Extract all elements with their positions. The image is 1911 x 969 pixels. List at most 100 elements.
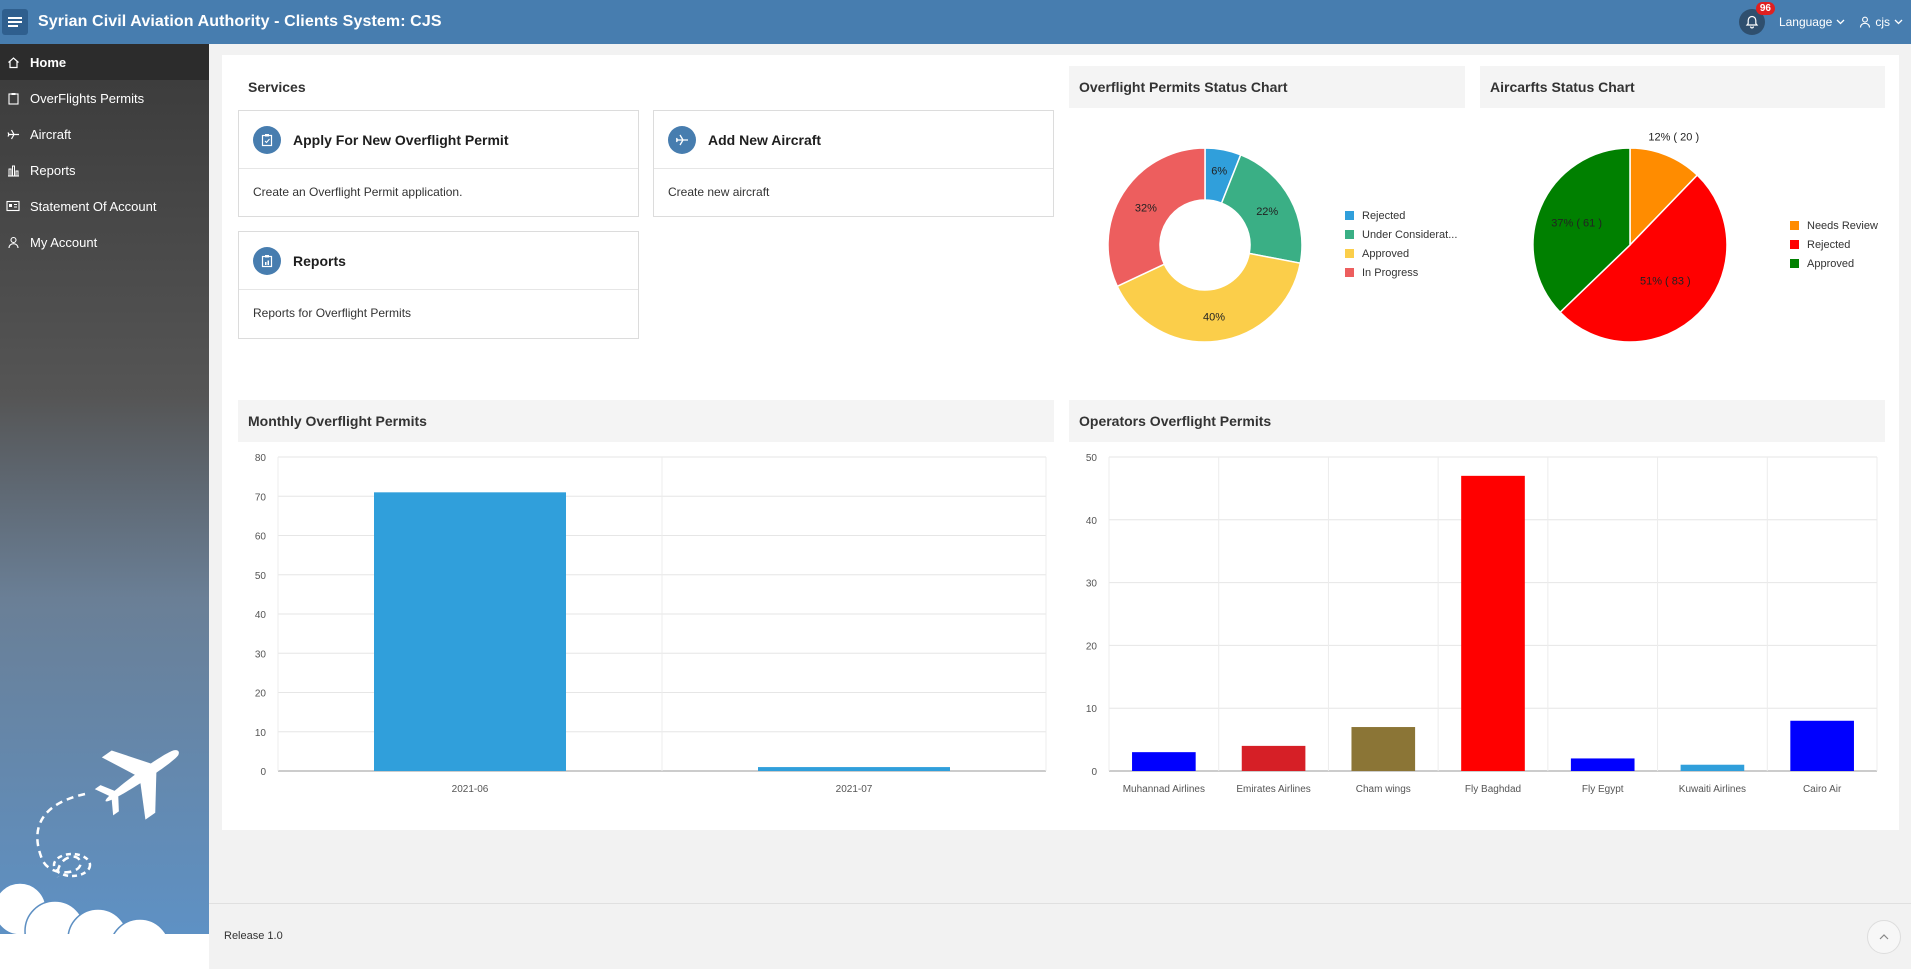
- legend-item[interactable]: Needs Review: [1790, 216, 1878, 235]
- slice-label: 37% ( 61 ): [1551, 217, 1602, 229]
- y-tick-label: 70: [255, 492, 267, 503]
- card-description: Create new aircraft: [668, 185, 770, 199]
- statement-icon: [6, 199, 20, 213]
- legend-item[interactable]: Approved: [1345, 244, 1457, 263]
- pie-slice[interactable]: [1107, 147, 1206, 288]
- y-tick-label: 20: [1086, 641, 1098, 652]
- legend-swatch: [1345, 211, 1354, 220]
- legend-label: Rejected: [1362, 209, 1406, 222]
- legend-item[interactable]: In Progress: [1345, 263, 1457, 282]
- y-tick-label: 50: [1086, 453, 1098, 464]
- sidebar-item-label: Home: [30, 54, 67, 70]
- card-title: Add New Aircraft: [708, 131, 822, 148]
- sidebar-item-my-account[interactable]: My Account: [0, 224, 209, 260]
- card-description: Create an Overflight Permit application.: [253, 185, 463, 199]
- clipboard-icon: [253, 125, 281, 154]
- card-title: Apply For New Overflight Permit: [293, 131, 509, 148]
- sidebar-item-home[interactable]: Home: [0, 44, 209, 80]
- sidebar: Home OverFlights Permits Aircraft Report…: [0, 44, 209, 969]
- legend-swatch: [1345, 249, 1354, 258]
- report-icon: [253, 246, 281, 275]
- legend-item[interactable]: Approved: [1790, 254, 1878, 273]
- bar[interactable]: [758, 767, 950, 771]
- plane-icon: [6, 127, 20, 141]
- x-tick-label: Kuwaiti Airlines: [1679, 784, 1746, 795]
- monthly-permits-bar-chart: 0 10 20 30 40 50 60 70 80 2021-06 2021-07: [255, 453, 1047, 795]
- aircraft-status-chart-title: Aircarfts Status Chart: [1480, 66, 1885, 108]
- x-tick-label: Fly Egypt: [1582, 784, 1624, 795]
- sidebar-item-label: Aircraft: [30, 126, 72, 142]
- services-region-title: Services: [238, 66, 638, 108]
- legend-label: Under Considerat...: [1362, 228, 1458, 241]
- card-title: Reports: [293, 252, 346, 269]
- sidebar-item-label: Reports: [30, 162, 76, 178]
- chevron-down-icon: [1836, 19, 1845, 25]
- pie-slice[interactable]: [1629, 147, 1699, 247]
- user-icon: [6, 235, 20, 249]
- apply-overflight-permit-card[interactable]: Apply For New Overflight Permit Create a…: [238, 110, 639, 217]
- pie-slice[interactable]: [1559, 174, 1728, 343]
- pie-slice[interactable]: [1220, 153, 1303, 265]
- chevron-down-icon: [1894, 19, 1903, 25]
- bar[interactable]: [1241, 745, 1306, 771]
- x-tick-label: Fly Baghdad: [1465, 784, 1521, 795]
- slice-label: 40%: [1203, 311, 1225, 323]
- bar[interactable]: [1790, 720, 1854, 771]
- add-new-aircraft-card[interactable]: Add New Aircraft Create new aircraft: [653, 110, 1054, 217]
- bar[interactable]: [1461, 475, 1525, 771]
- bell-icon: [1745, 15, 1759, 29]
- slice-label: 12% ( 20 ): [1648, 131, 1699, 143]
- slice-label: 51% ( 83 ): [1640, 275, 1691, 287]
- y-tick-label: 60: [255, 532, 267, 543]
- user-icon: [1860, 16, 1871, 28]
- sidebar-item-label: Statement Of Account: [30, 198, 157, 214]
- legend-swatch: [1790, 240, 1799, 249]
- bar[interactable]: [1680, 764, 1745, 771]
- app-header: Syrian Civil Aviation Authority - Client…: [0, 0, 1911, 44]
- sidebar-item-reports[interactable]: Reports: [0, 152, 209, 188]
- y-tick-label: 80: [255, 453, 267, 464]
- x-tick-label: 2021-07: [836, 784, 873, 795]
- x-tick-label: Cham wings: [1356, 784, 1411, 795]
- legend-item[interactable]: Rejected: [1345, 206, 1457, 225]
- bar[interactable]: [1351, 727, 1416, 771]
- release-version: Release 1.0: [224, 930, 283, 942]
- legend-swatch: [1790, 221, 1799, 230]
- footer: Release 1.0: [209, 903, 1911, 969]
- bar[interactable]: [374, 492, 566, 771]
- sidebar-item-overflights-permits[interactable]: OverFlights Permits: [0, 80, 209, 116]
- menu-toggle-button[interactable]: [2, 9, 28, 35]
- y-tick-label: 10: [1086, 704, 1098, 715]
- language-menu[interactable]: Language: [1779, 15, 1845, 29]
- y-tick-label: 0: [1091, 767, 1097, 778]
- y-tick-label: 10: [255, 728, 267, 739]
- pie-slice[interactable]: [1532, 147, 1631, 314]
- legend-label: Approved: [1362, 247, 1410, 260]
- reports-card[interactable]: Reports Reports for Overflight Permits: [238, 231, 639, 339]
- legend-item[interactable]: Rejected: [1790, 235, 1878, 254]
- slice-label: 6%: [1211, 165, 1227, 177]
- user-menu[interactable]: cjs: [1859, 15, 1903, 29]
- scroll-to-top-button[interactable]: [1867, 920, 1901, 954]
- sidebar-item-statement-of-account[interactable]: Statement Of Account: [0, 188, 209, 224]
- pie-slice[interactable]: [1116, 252, 1302, 343]
- home-icon: [6, 55, 20, 69]
- notifications-button[interactable]: 96: [1738, 2, 1775, 35]
- legend-label: Approved: [1807, 257, 1855, 270]
- app-title: Syrian Civil Aviation Authority - Client…: [38, 13, 442, 30]
- legend-swatch: [1345, 268, 1354, 277]
- legend-swatch: [1790, 259, 1799, 268]
- x-tick-label: Emirates Airlines: [1236, 784, 1310, 795]
- airplane-clouds-illustration: [0, 750, 209, 969]
- card-description: Reports for Overflight Permits: [253, 306, 412, 320]
- notification-count-badge: 96: [1755, 2, 1775, 15]
- bar[interactable]: [1132, 752, 1196, 771]
- hamburger-icon: [8, 17, 22, 27]
- legend-swatch: [1345, 230, 1354, 239]
- legend-label: Rejected: [1807, 238, 1851, 251]
- sidebar-item-aircraft[interactable]: Aircraft: [0, 116, 209, 152]
- bar[interactable]: [1570, 758, 1635, 771]
- airplane-icon: [94, 750, 179, 820]
- legend-item[interactable]: Under Considerat...: [1345, 225, 1457, 244]
- y-tick-label: 40: [1086, 516, 1098, 527]
